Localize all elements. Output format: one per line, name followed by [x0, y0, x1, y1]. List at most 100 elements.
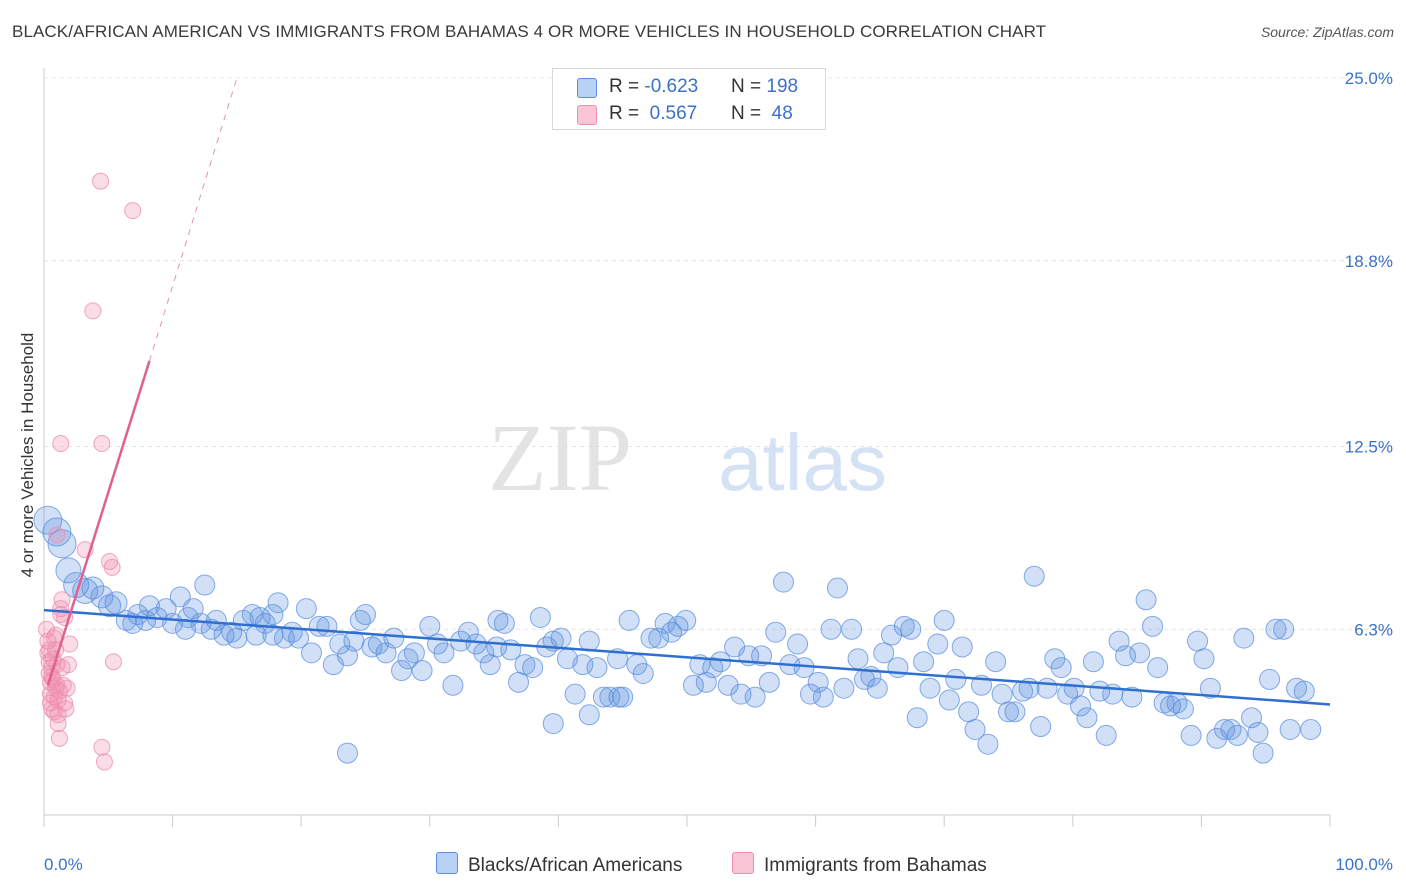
point-blacks — [564, 683, 586, 705]
point-bahamas — [93, 435, 111, 453]
point-bahamas — [61, 635, 79, 653]
point-blacks — [194, 574, 216, 596]
point-blacks — [985, 651, 1007, 673]
point-blacks — [632, 662, 654, 684]
point-blacks — [55, 557, 82, 584]
y-axis-label: 4 or more Vehicles in Household — [18, 332, 37, 578]
point-blacks — [919, 677, 941, 699]
point-blacks — [1129, 642, 1151, 664]
point-blacks — [661, 621, 683, 643]
point-blacks — [1004, 701, 1026, 723]
legend-n-value: 198 — [766, 76, 799, 97]
point-blacks — [799, 683, 821, 705]
point-blacks — [1070, 695, 1092, 717]
bottom-legend-label: Immigrants from Bahamas — [764, 855, 987, 876]
point-blacks — [1247, 721, 1269, 743]
y-tick-labels: 6.3% 12.5% 18.8% 25.0% — [1345, 69, 1393, 639]
point-blacks — [419, 615, 441, 637]
y-tick-label: 6.3% — [1354, 620, 1393, 639]
point-bahamas — [84, 302, 102, 320]
point-blacks — [1050, 657, 1072, 679]
x-tick-label: 0.0% — [44, 855, 83, 874]
point-blacks — [592, 686, 614, 708]
point-blacks — [964, 719, 986, 741]
point-blacks — [730, 683, 752, 705]
point-blacks — [873, 642, 895, 664]
point-blacks — [933, 609, 955, 631]
point-blacks — [1063, 677, 1085, 699]
point-blacks — [542, 713, 564, 735]
point-blacks — [586, 657, 608, 679]
source-label: Source: ZipAtlas.com — [1260, 24, 1394, 40]
point-blacks — [47, 529, 77, 559]
point-blacks — [316, 615, 338, 637]
point-blacks — [1142, 615, 1164, 637]
point-bahamas — [53, 591, 71, 609]
point-blacks — [1180, 724, 1202, 746]
legend-swatch-pink — [577, 105, 597, 125]
point-blacks — [300, 642, 322, 664]
point-blacks — [1293, 680, 1315, 702]
point-blacks — [329, 633, 351, 655]
point-bahamas — [103, 558, 121, 576]
point-blacks — [1193, 648, 1215, 670]
y-tick-label: 25.0% — [1345, 69, 1393, 88]
correlation-legend: R = -0.623 N = 198 R = 0.567 N = 48 — [552, 68, 826, 130]
point-blacks — [572, 654, 594, 676]
point-blacks — [522, 657, 544, 679]
x-tick-label: 100.0% — [1335, 855, 1393, 874]
point-blacks — [608, 686, 630, 708]
point-blacks — [391, 660, 413, 682]
legend-r-label: R = — [609, 76, 645, 97]
bottom-legend-bahamas: Immigrants from Bahamas — [732, 852, 987, 877]
point-blacks — [403, 642, 425, 664]
point-blacks — [98, 594, 122, 618]
point-blacks — [1265, 618, 1287, 640]
point-blacks — [977, 733, 999, 755]
point-blacks — [1233, 627, 1255, 649]
point-blacks — [442, 674, 464, 696]
point-blacks — [295, 598, 317, 620]
point-blacks — [887, 657, 909, 679]
point-bahamas — [49, 715, 67, 733]
watermark: ZIP atlas — [488, 404, 887, 511]
point-blacks — [1135, 589, 1157, 611]
point-blacks — [81, 576, 105, 600]
point-blacks — [717, 674, 739, 696]
point-blacks — [262, 604, 284, 626]
point-blacks — [998, 701, 1019, 723]
axes — [43, 68, 1331, 827]
chart-title: BLACK/AFRICAN AMERICAN VS IMMIGRANTS FRO… — [12, 22, 1047, 41]
bottom-legend-blacks: Blacks/African Americans — [436, 852, 682, 877]
point-blacks — [578, 704, 600, 726]
point-blacks — [640, 627, 662, 649]
point-blacks — [1300, 719, 1322, 741]
point-blacks — [1023, 565, 1045, 587]
point-blacks — [245, 624, 267, 646]
point-bahamas — [124, 202, 142, 220]
point-blacks — [226, 627, 248, 649]
y-tick-label: 18.8% — [1345, 252, 1393, 271]
point-blacks — [1273, 618, 1295, 640]
point-blacks — [1082, 651, 1104, 673]
point-bahamas — [95, 753, 113, 771]
point-blacks — [751, 645, 773, 667]
legend-r-value: 0.567 — [644, 103, 698, 124]
trend-line-blacks — [43, 608, 1331, 706]
point-blacks — [765, 621, 787, 643]
point-blacks — [833, 677, 855, 699]
point-blacks — [479, 654, 501, 676]
point-blacks — [254, 612, 276, 634]
point-blacks — [90, 585, 114, 609]
point-blacks — [927, 633, 949, 655]
point-blacks — [812, 686, 834, 708]
point-blacks — [826, 577, 848, 599]
point-blacks — [938, 689, 960, 711]
point-blacks — [1030, 716, 1052, 738]
watermark-zip: ZIP — [488, 404, 632, 511]
point-blacks — [1226, 724, 1248, 746]
point-blacks — [945, 668, 967, 690]
point-blacks — [267, 592, 289, 614]
point-blacks — [529, 606, 551, 628]
